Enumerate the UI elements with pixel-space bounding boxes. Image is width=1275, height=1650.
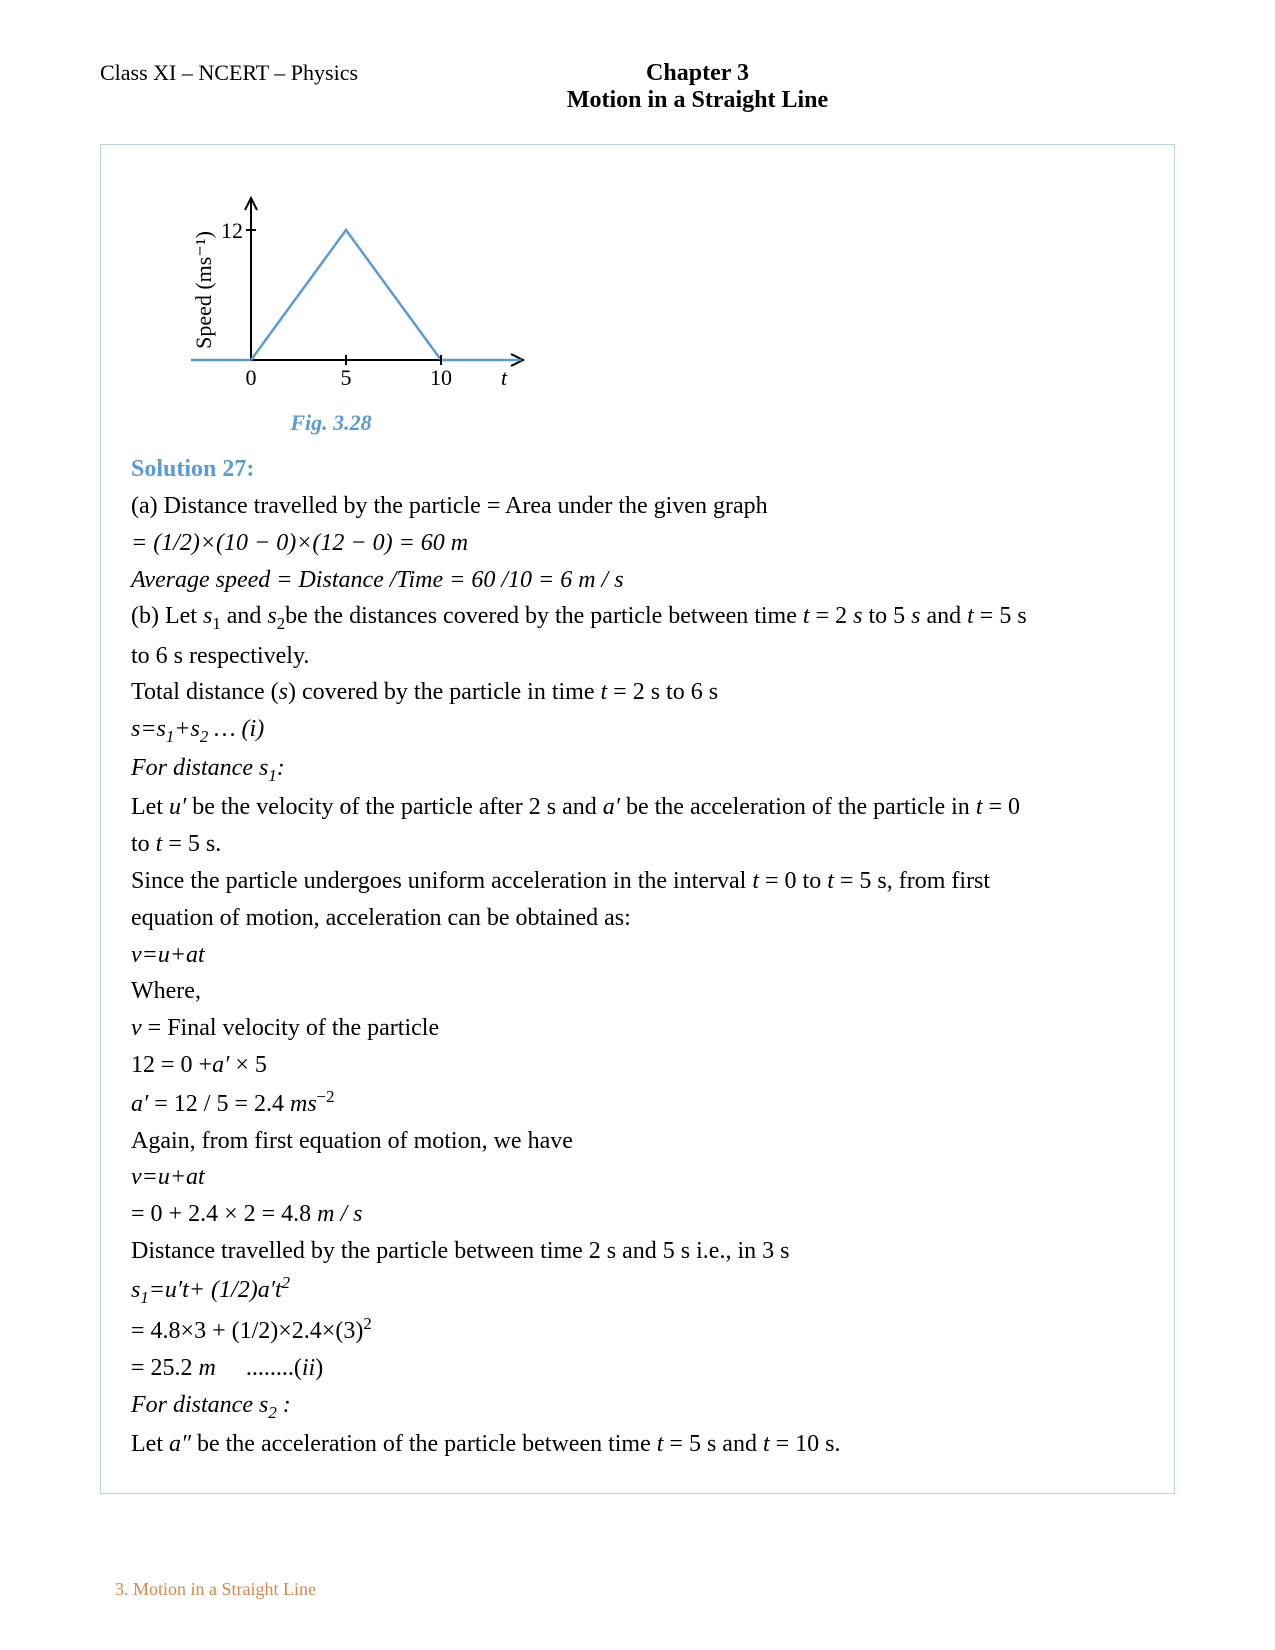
txt: to 5 bbox=[862, 603, 911, 629]
solution-heading: Solution 27: bbox=[131, 456, 1144, 483]
txt: ) covered by the particle in time bbox=[288, 679, 601, 705]
line-where: Where, bbox=[131, 974, 1144, 1009]
txt: = 2 s to 6 s bbox=[607, 679, 718, 705]
chapter-number: Chapter 3 bbox=[420, 60, 975, 87]
line-vuat2: v=u+at bbox=[131, 1160, 1144, 1195]
line-b-intro: (b) Let s1 and s2be the distances covere… bbox=[131, 599, 1144, 636]
svg-text:Speed (ms⁻¹): Speed (ms⁻¹) bbox=[191, 231, 216, 349]
txt: to bbox=[131, 831, 156, 857]
svg-text:0: 0 bbox=[246, 365, 257, 390]
line-b-cont: to 6 s respectively. bbox=[131, 639, 1144, 674]
content-box: 0 5 10 t 12 Speed (ms⁻¹) Fig. 3.28 Solut… bbox=[100, 144, 1175, 1494]
txt: = Final velocity of the particle bbox=[142, 1015, 439, 1041]
txt: = 0 bbox=[982, 794, 1020, 820]
line-for-s2: For distance s2 : bbox=[131, 1388, 1144, 1425]
txt: Total distance ( bbox=[131, 679, 279, 705]
line-s1-calc: = 4.8×3 + (1/2)×2.4×(3)2 bbox=[131, 1312, 1144, 1349]
speed-time-graph: 0 5 10 t 12 Speed (ms⁻¹) Fig. 3.28 bbox=[191, 180, 1144, 436]
txt: = 5 s. bbox=[162, 831, 221, 857]
svg-text:t: t bbox=[501, 365, 508, 390]
txt: Let bbox=[131, 1431, 169, 1457]
txt: be the acceleration of the particle betw… bbox=[191, 1431, 657, 1457]
line-total-dist: Total distance (s) covered by the partic… bbox=[131, 675, 1144, 710]
txt: be the distances covered by the particle… bbox=[285, 603, 803, 629]
txt: = 0 to bbox=[759, 868, 827, 894]
svg-text:10: 10 bbox=[430, 365, 452, 390]
line-eq-i: s=s1+s2 … (i) bbox=[131, 712, 1144, 749]
page: Class XI – NCERT – Physics Chapter 3 Mot… bbox=[0, 0, 1275, 1534]
line-let-a2: Let a″ be the acceleration of the partic… bbox=[131, 1427, 1144, 1462]
line-dist-2-5: Distance travelled by the particle betwe… bbox=[131, 1234, 1144, 1269]
line-eq-motion: equation of motion, acceleration can be … bbox=[131, 901, 1144, 936]
txt: Since the particle undergoes uniform acc… bbox=[131, 868, 752, 894]
line-to-5s: to t = 5 s. bbox=[131, 827, 1144, 862]
line-avg-speed: Average speed = Distance /Time = 60 /10 … bbox=[131, 563, 1144, 598]
txt: be the acceleration of the particle in bbox=[620, 794, 976, 820]
chart-svg: 0 5 10 t 12 Speed (ms⁻¹) bbox=[191, 180, 551, 400]
line-25-2: = 25.2 m ........(ii) bbox=[131, 1351, 1144, 1386]
txt: = 5 s, from first bbox=[834, 868, 990, 894]
txt: (b) Let bbox=[131, 603, 203, 629]
txt: = 2 bbox=[810, 603, 854, 629]
svg-text:12: 12 bbox=[221, 218, 243, 243]
line-area-calc: = (1/2)×(10 − 0)×(12 − 0) = 60 m bbox=[131, 526, 1144, 561]
page-header: Class XI – NCERT – Physics Chapter 3 Mot… bbox=[100, 60, 1175, 114]
line-a-prime: a′ = 12 / 5 = 2.4 ms−2 bbox=[131, 1085, 1144, 1122]
line-48: = 0 + 2.4 × 2 = 4.8 m / s bbox=[131, 1197, 1144, 1232]
txt: be the velocity of the particle after 2 … bbox=[186, 794, 603, 820]
txt: = 5 s bbox=[974, 603, 1027, 629]
line-s1-eq: s1=u′t+ (1/2)a′t2 bbox=[131, 1271, 1144, 1310]
line-a-intro: (a) Distance travelled by the particle =… bbox=[131, 489, 1144, 524]
line-since: Since the particle undergoes uniform acc… bbox=[131, 864, 1144, 899]
txt: and bbox=[221, 603, 268, 629]
header-center: Chapter 3 Motion in a Straight Line bbox=[420, 60, 975, 114]
svg-text:5: 5 bbox=[341, 365, 352, 390]
txt: = 5 s and bbox=[663, 1431, 763, 1457]
line-let-u: Let u′ be the velocity of the particle a… bbox=[131, 790, 1144, 825]
chapter-title: Motion in a Straight Line bbox=[420, 87, 975, 114]
line-vuat1: v=u+at bbox=[131, 938, 1144, 973]
figure-caption: Fig. 3.28 bbox=[191, 410, 471, 436]
header-spacer bbox=[975, 60, 1175, 114]
txt: and bbox=[920, 603, 967, 629]
txt: Let bbox=[131, 794, 169, 820]
header-left: Class XI – NCERT – Physics bbox=[100, 60, 420, 114]
line-12-eq: 12 = 0 +a′ × 5 bbox=[131, 1048, 1144, 1083]
line-for-s1: For distance s1: bbox=[131, 751, 1144, 788]
txt: v bbox=[131, 1015, 142, 1041]
txt: = 10 s. bbox=[770, 1431, 841, 1457]
line-v-final: v = Final velocity of the particle bbox=[131, 1011, 1144, 1046]
line-again: Again, from first equation of motion, we… bbox=[131, 1124, 1144, 1159]
page-footer: 3. Motion in a Straight Line bbox=[115, 1579, 316, 1600]
